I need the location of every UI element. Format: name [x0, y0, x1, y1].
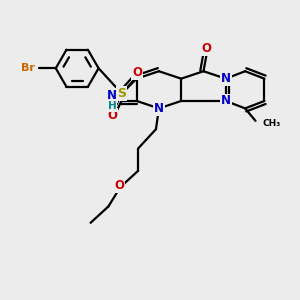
Text: S: S — [117, 87, 126, 100]
Text: O: O — [107, 109, 117, 122]
Text: O: O — [114, 179, 124, 192]
Text: CH₃: CH₃ — [263, 119, 281, 128]
Text: H: H — [108, 101, 117, 111]
Text: O: O — [202, 42, 212, 55]
Text: N: N — [154, 102, 164, 115]
Text: Br: Br — [22, 63, 35, 73]
Text: N: N — [221, 72, 231, 85]
Text: O: O — [132, 66, 142, 79]
Text: N: N — [107, 89, 117, 102]
Text: N: N — [221, 94, 231, 107]
